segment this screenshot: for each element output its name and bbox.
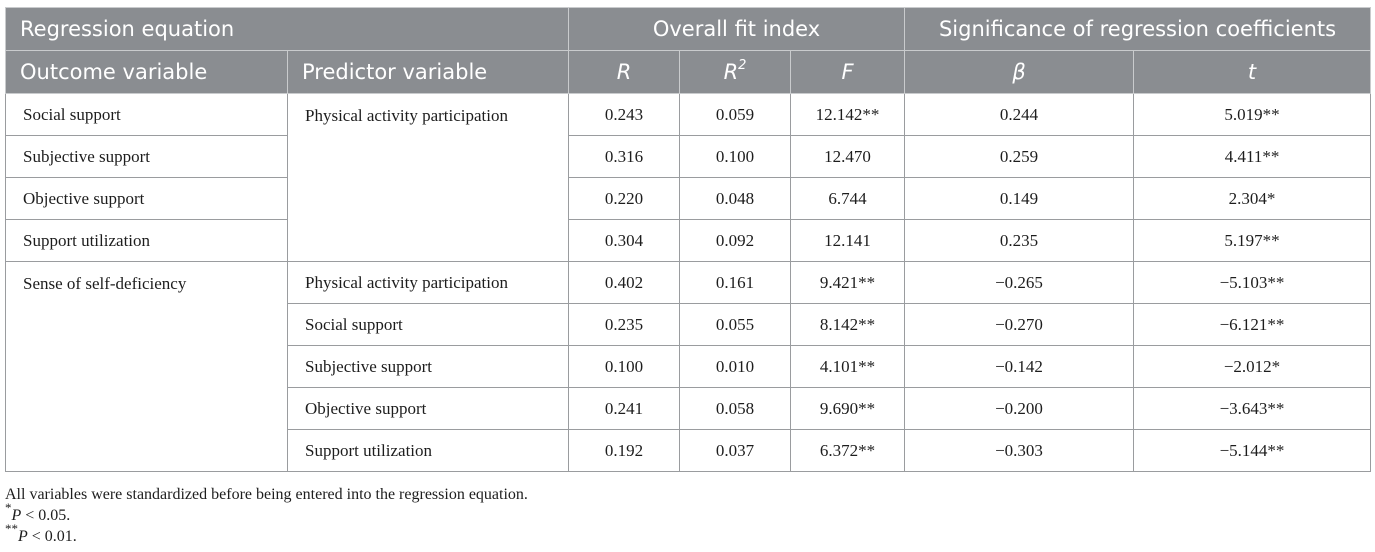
footnote-p05: *P < 0.05. [5,501,528,526]
r-cell: 0.220 [568,177,681,220]
outcome-cell: Objective support [5,177,288,220]
outcome-cell: Subjective support [5,135,288,178]
r-cell: 0.241 [568,387,681,430]
outcome-cell: Support utilization [5,219,288,262]
header-r: R [568,50,681,94]
header-overall-fit-index: Overall fit index [568,7,906,51]
header-row-2: Outcome variable Predictor variable R R2… [5,50,1372,94]
r-cell: 0.304 [568,219,681,262]
f-cell: 8.142** [790,303,906,346]
table-row: Objective support 0.220 0.048 6.744 0.14… [5,177,1372,220]
header-row-1: Regression equation Overall fit index Si… [4,7,1372,51]
predictor-cell: Physical activity participation [286,93,570,262]
t-cell: 5.019** [1133,93,1372,136]
f-cell: 12.142** [790,93,906,136]
footnote-p05-mark: * [5,499,12,515]
f-cell: 9.421** [790,261,906,304]
footnote-p05-text: < 0.05. [21,507,71,524]
r-cell: 0.100 [568,345,681,388]
table-row: Subjective support 0.316 0.100 12.470 0.… [5,135,1372,178]
t-cell: 5.197** [1133,219,1372,262]
r-cell: 0.316 [568,135,681,178]
r-cell: 0.192 [568,429,681,472]
header-significance: Significance of regression coefficients [904,7,1372,51]
f-cell: 6.372** [790,429,906,472]
beta-cell: −0.200 [904,387,1135,430]
table-row: Objective support 0.241 0.058 9.690** −0… [6,387,1372,430]
beta-cell: 0.259 [904,135,1135,178]
footnote-p01: **P < 0.01. [5,522,528,547]
beta-cell: 0.244 [904,93,1135,136]
r2-cell: 0.092 [679,219,792,262]
r-cell: 0.235 [568,303,681,346]
footnote-p01-text: < 0.01. [27,528,77,545]
r2-cell: 0.010 [679,345,792,388]
header-r-squared: R2 [679,50,792,94]
r2-cell: 0.100 [679,135,792,178]
table-row: Social support Physical activity partici… [5,93,1372,262]
t-cell: −5.103** [1133,261,1372,304]
footnote-p01-var: P [18,528,28,545]
r2-cell: 0.161 [679,261,792,304]
t-cell: 2.304* [1133,177,1372,220]
t-cell: −5.144** [1133,429,1372,472]
header-t: t [1133,50,1372,94]
header-r2-base: R [723,60,739,84]
r-cell: 0.402 [568,261,681,304]
footnote-standardized: All variables were standardized before b… [5,486,528,503]
header-f: F [790,50,906,94]
f-cell: 4.101** [790,345,906,388]
predictor-cell: Physical activity participation [286,261,570,304]
table-row: Support utilization 0.192 0.037 6.372** … [6,429,1372,472]
table-row: Social support 0.235 0.055 8.142** −0.27… [6,303,1372,346]
outcome-cell: Sense of self-deficiency [5,261,288,472]
beta-cell: 0.235 [904,219,1135,262]
r2-cell: 0.048 [679,177,792,220]
footnote-p01-mark: ** [5,520,18,536]
f-cell: 6.744 [790,177,906,220]
f-cell: 9.690** [790,387,906,430]
r-cell: 0.243 [568,93,681,136]
table-row: Sense of self-deficiency Physical activi… [5,261,1372,472]
beta-cell: −0.303 [904,429,1135,472]
outcome-cell: Social support [5,93,288,136]
regression-table: Regression equation Overall fit index Si… [4,7,1372,472]
t-cell: −2.012* [1133,345,1372,388]
predictor-cell: Objective support [286,387,570,430]
predictor-cell: Subjective support [286,345,570,388]
t-cell: 4.411** [1133,135,1372,178]
beta-cell: 0.149 [904,177,1135,220]
beta-cell: −0.142 [904,345,1135,388]
t-cell: −6.121** [1133,303,1372,346]
predictor-cell: Social support [286,303,570,346]
header-regression-equation: Regression equation [4,7,570,51]
header-r2-sup: 2 [738,58,747,73]
table-row: Subjective support 0.100 0.010 4.101** −… [6,345,1372,388]
predictor-cell: Support utilization [286,429,570,472]
footnote-p05-var: P [11,507,22,524]
r2-cell: 0.055 [679,303,792,346]
table-footnotes: All variables were standardized before b… [5,484,528,547]
t-cell: −3.643** [1133,387,1372,430]
header-outcome-variable: Outcome variable [5,50,288,94]
beta-cell: −0.270 [904,303,1135,346]
r2-cell: 0.058 [679,387,792,430]
table-row: Support utilization 0.304 0.092 12.141 0… [5,219,1372,262]
r2-cell: 0.059 [679,93,792,136]
r2-cell: 0.037 [679,429,792,472]
header-beta: β [904,50,1135,94]
beta-cell: −0.265 [904,261,1135,304]
header-predictor-variable: Predictor variable [286,50,570,94]
f-cell: 12.141 [790,219,906,262]
f-cell: 12.470 [790,135,906,178]
